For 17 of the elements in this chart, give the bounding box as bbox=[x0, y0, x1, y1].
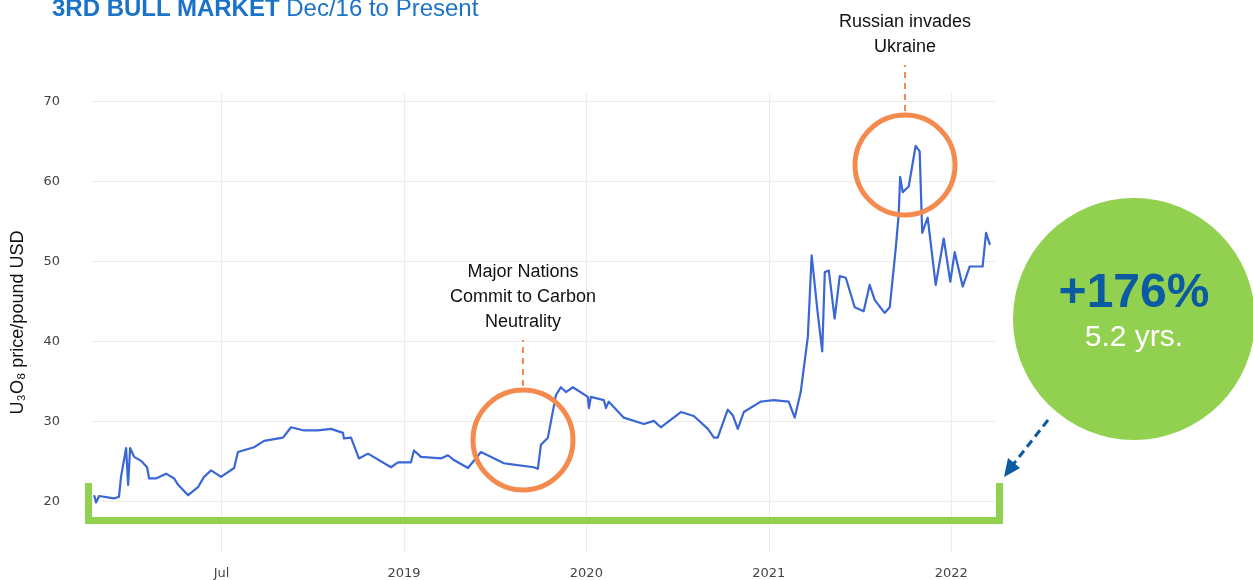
x-tick-label: 2021 bbox=[752, 565, 786, 580]
x-tick-label: 2019 bbox=[387, 565, 421, 580]
y-axis-title: U₃O₈ price/pound USD bbox=[7, 230, 27, 415]
chart-title: 3RD BULL MARKET bbox=[52, 0, 280, 21]
y-tick-label: 40 bbox=[43, 333, 60, 349]
x-tick-label: Jul bbox=[212, 565, 230, 580]
x-tick-label: 2022 bbox=[934, 565, 968, 580]
y-tick-label: 50 bbox=[43, 253, 60, 269]
y-tick-label: 70 bbox=[43, 93, 60, 109]
y-tick-label: 30 bbox=[43, 413, 60, 429]
text: Russian invades Ukraine bbox=[838, 10, 972, 58]
y-tick-label: 20 bbox=[43, 493, 60, 509]
annotation: Major Nations Commit to Carbon Neutrality bbox=[449, 260, 597, 333]
circle-badge: +176% 5.2 yrs. bbox=[1013, 198, 1253, 440]
x-tick-label: 2020 bbox=[569, 565, 603, 580]
y-tick-label: 60 bbox=[43, 173, 60, 189]
line-series bbox=[93, 144, 991, 504]
